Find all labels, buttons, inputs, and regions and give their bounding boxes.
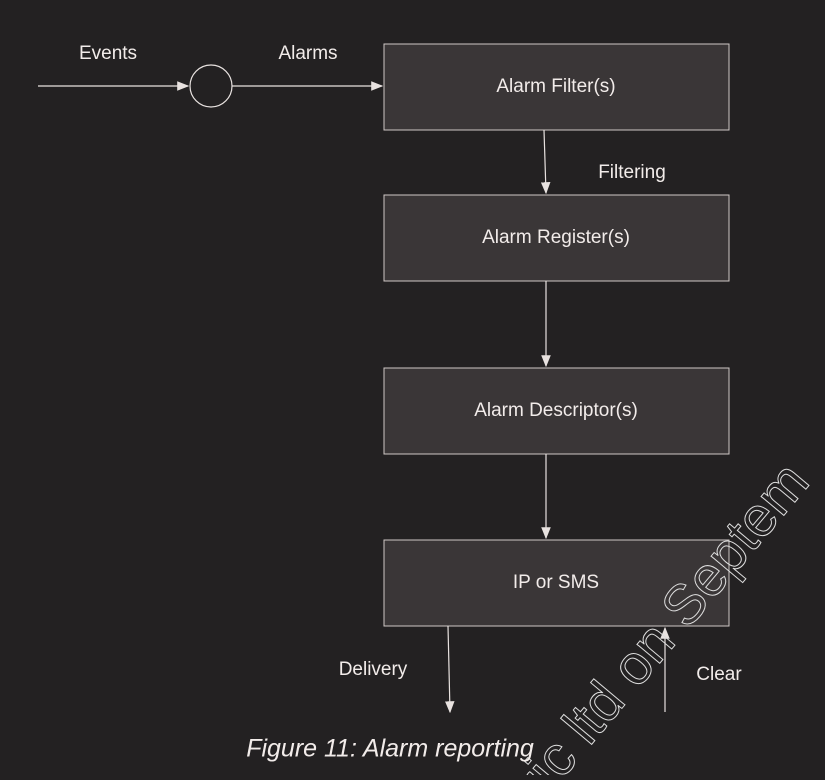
label: Clear	[696, 664, 742, 685]
box-label: Alarm Register(s)	[482, 227, 630, 248]
label: Delivery	[339, 659, 408, 680]
box-label: Alarm Filter(s)	[496, 76, 615, 97]
box-label: Alarm Descriptor(s)	[474, 400, 638, 421]
label: Filtering	[598, 162, 666, 183]
box	[383, 367, 730, 455]
caption: Figure 11: Alarm reporting	[246, 735, 534, 763]
label: Alarms	[278, 43, 337, 64]
junction	[189, 64, 233, 108]
box	[383, 539, 730, 627]
label: Events	[79, 43, 137, 64]
arrow	[444, 625, 455, 714]
box	[383, 43, 730, 131]
box-label: IP or SMS	[513, 572, 599, 593]
arrow	[540, 129, 551, 195]
box	[383, 194, 730, 282]
